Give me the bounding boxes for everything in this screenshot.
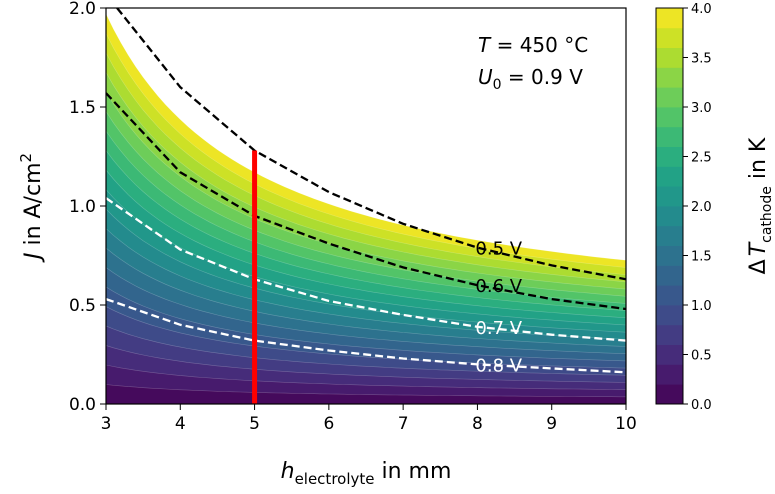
colorbar-level <box>656 206 683 227</box>
voltage-contour-label: 0.8 V <box>475 355 522 376</box>
colorbar-level <box>656 27 683 48</box>
colorbar-level <box>656 166 683 187</box>
y-tick-label: 2.0 <box>69 0 96 19</box>
colorbar-level <box>656 225 683 246</box>
y-axis-label: J in A/cm2 <box>17 153 46 263</box>
colorbar-level <box>656 146 683 167</box>
colorbar-label: ΔTcathode in K <box>746 137 775 274</box>
colorbar-tick-label: 3.0 <box>691 101 712 116</box>
colorbar-tick-label: 2.5 <box>691 151 712 166</box>
voltage-contour <box>106 92 626 311</box>
colorbar-level <box>656 126 683 147</box>
x-tick-label: 6 <box>323 414 334 434</box>
colorbar-level <box>656 364 683 385</box>
colorbar-level <box>656 344 683 365</box>
colorbar-tick-label: 0.5 <box>691 349 712 364</box>
condition-annotation: T = 450 °C U0 = 0.9 V <box>478 33 588 93</box>
voltage-contour <box>106 197 626 342</box>
temperature-annotation: T = 450 °C <box>478 33 588 57</box>
colorbar-level <box>656 285 683 306</box>
voltage-annotation: U0 = 0.9 V <box>478 65 583 93</box>
colorbar-level <box>656 265 683 286</box>
y-tick-label: 0.5 <box>69 296 96 316</box>
colorbar-level <box>656 324 683 345</box>
x-tick-label: 7 <box>398 414 409 434</box>
voltage-contour-lines <box>106 8 626 374</box>
colorbar-level <box>656 245 683 266</box>
contour-labels: 0.5 V 0.6 V 0.7 V 0.8 V <box>475 239 522 377</box>
contour-band <box>106 384 626 404</box>
colorbar-level <box>656 384 683 405</box>
x-axis: 3 4 5 6 7 8 9 10 <box>101 404 637 434</box>
x-tick-label: 10 <box>615 414 637 434</box>
colorbar-level <box>656 67 683 88</box>
colorbar-level <box>656 186 683 207</box>
y-tick-label: 1.5 <box>69 98 96 118</box>
colorbar-level <box>656 8 683 29</box>
voltage-contour-label: 0.5 V <box>475 239 522 260</box>
colorbar-tick-label: 0.0 <box>691 398 712 413</box>
voltage-contour-label: 0.6 V <box>475 276 522 297</box>
x-tick-label: 3 <box>101 414 112 434</box>
colorbar-level <box>656 47 683 68</box>
x-axis-label: helectrolyte in mm <box>281 459 452 488</box>
y-tick-label: 0.0 <box>69 395 96 415</box>
colorbar-frame <box>655 7 684 405</box>
colorbar: 0.0 0.5 1.0 1.5 2.0 2.5 3.0 3.5 4.0 <box>656 2 712 413</box>
colorbar-level <box>656 87 683 108</box>
colorbar-tick-label: 1.5 <box>691 250 712 265</box>
colorbar-level <box>656 107 683 128</box>
voltage-contour <box>116 8 626 281</box>
y-tick-label: 1.0 <box>69 197 96 217</box>
voltage-contour <box>106 298 626 374</box>
x-tick-label: 4 <box>175 414 186 434</box>
x-tick-label: 5 <box>249 414 260 434</box>
colorbar-tick-label: 3.5 <box>691 52 712 67</box>
colorbar-tick-label: 4.0 <box>691 2 712 17</box>
colorbar-tick-label: 2.0 <box>691 200 712 215</box>
voltage-contour-label: 0.7 V <box>475 318 522 339</box>
x-tick-label: 9 <box>546 414 557 434</box>
x-tick-label: 8 <box>472 414 483 434</box>
y-axis: 0.0 0.5 1.0 1.5 2.0 <box>69 0 106 415</box>
colorbar-tick-label: 1.0 <box>691 299 712 314</box>
colorbar-level <box>656 305 683 326</box>
